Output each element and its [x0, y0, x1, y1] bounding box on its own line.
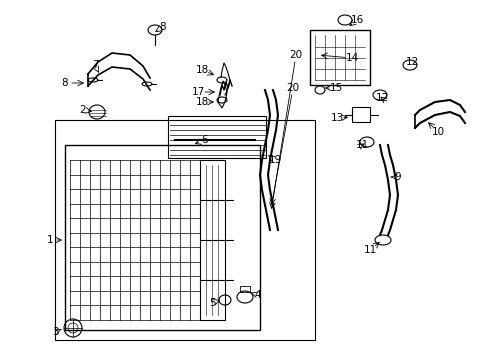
Text: 13: 13 [330, 113, 343, 123]
Text: 20: 20 [286, 83, 299, 93]
Bar [55, 120, 314, 340]
Text: 16: 16 [350, 15, 363, 25]
Text: 11: 11 [355, 140, 368, 150]
Text: 18: 18 [195, 97, 208, 107]
Text: 6: 6 [201, 135, 208, 145]
Text: 2: 2 [80, 105, 86, 115]
Text: 4: 4 [254, 290, 261, 300]
Text: 3: 3 [52, 327, 58, 337]
Text: 5: 5 [208, 298, 215, 308]
Text: 10: 10 [430, 127, 444, 137]
Text: 8: 8 [160, 22, 166, 32]
Text: 9: 9 [394, 172, 401, 182]
Text: 18: 18 [195, 65, 208, 75]
Bar [309, 30, 369, 85]
Bar [240, 286, 249, 292]
Text: 15: 15 [329, 83, 342, 93]
Text: 7: 7 [92, 60, 98, 70]
Bar [168, 116, 265, 158]
Bar [200, 160, 224, 320]
Text: 17: 17 [191, 87, 204, 97]
Text: 8: 8 [61, 78, 68, 88]
Bar [351, 107, 369, 122]
Text: 11: 11 [363, 245, 376, 255]
Text: 12: 12 [405, 57, 418, 67]
Bar [65, 145, 260, 330]
Text: 20: 20 [289, 50, 302, 60]
Text: 12: 12 [375, 93, 388, 103]
Text: 19: 19 [268, 155, 281, 165]
Text: 1: 1 [46, 235, 53, 245]
Text: 14: 14 [345, 53, 358, 63]
